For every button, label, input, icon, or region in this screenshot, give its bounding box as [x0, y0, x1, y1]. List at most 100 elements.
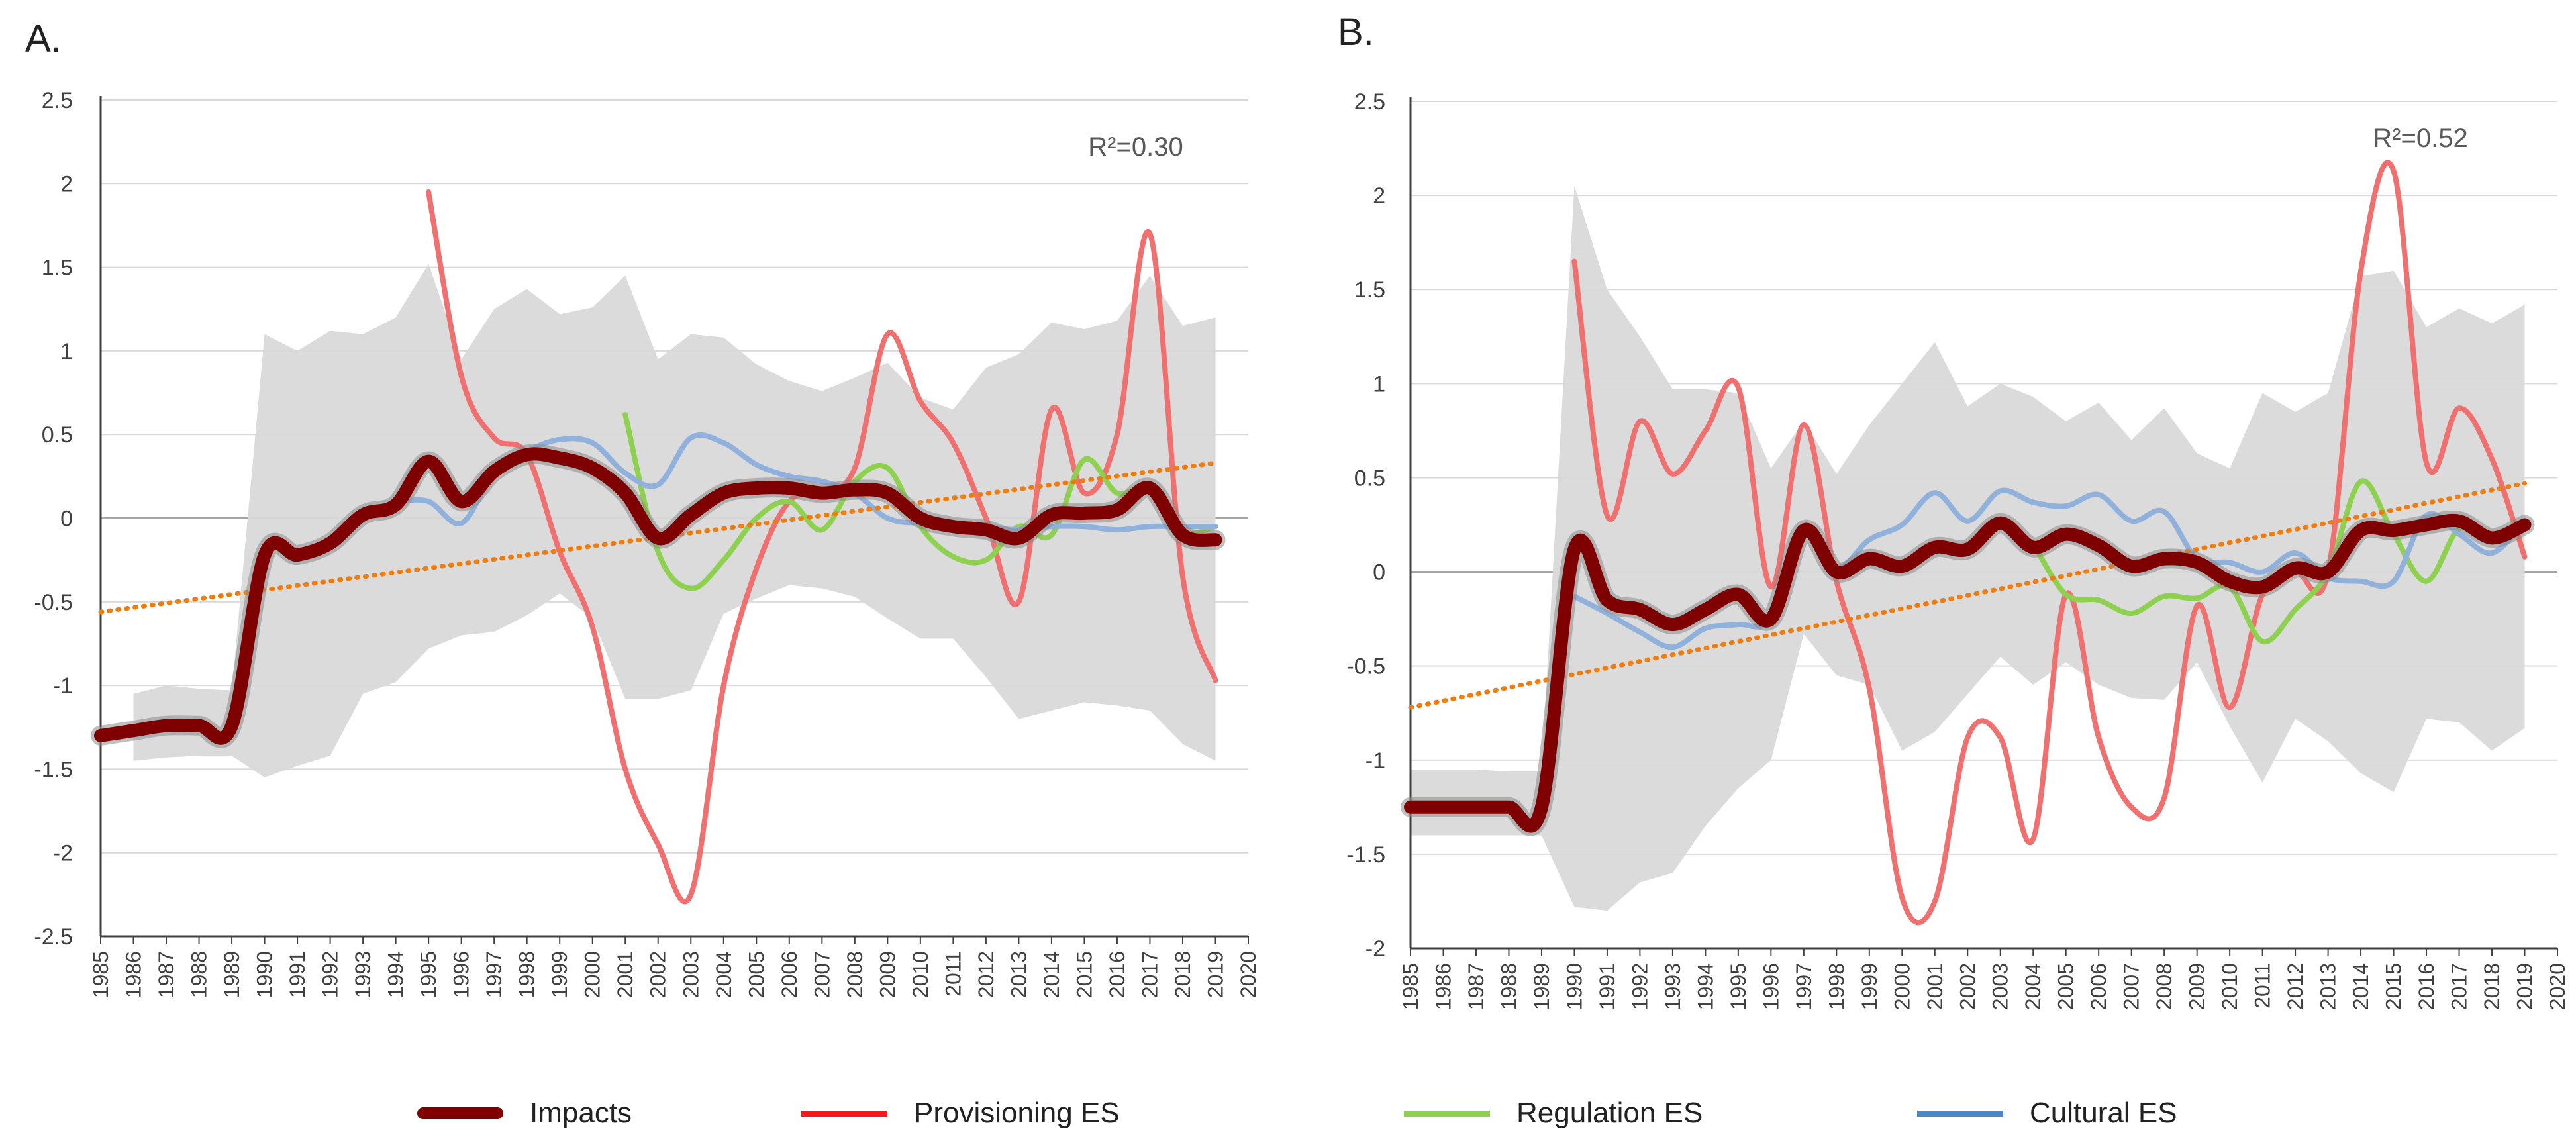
panel-b-x-tick-label: 1987 — [1464, 963, 1488, 1010]
panel-a-y-tick-label: 0.5 — [42, 422, 73, 448]
legend-label-cultural: Cultural ES — [2030, 1097, 2177, 1129]
panel-b-x-tick-label: 2009 — [2185, 963, 2209, 1010]
legend-swatch-provisioning — [801, 1110, 887, 1117]
panel-b-x-tick-label: 2002 — [1956, 963, 1979, 1010]
panel-a-x-tick-label: 1999 — [548, 951, 571, 998]
panel-b-x-tick-label: 2000 — [1890, 963, 1914, 1010]
panel-a-x-tick-label: 1996 — [450, 951, 473, 998]
legend-item-cultural: Cultural ES — [1917, 1083, 2177, 1143]
panel-a-y-tick-label: -2.5 — [34, 924, 73, 950]
legend-swatch-cultural — [1917, 1110, 2003, 1117]
panel-a-x-tick-label: 1992 — [319, 951, 342, 998]
legend-item-impacts: Impacts — [417, 1083, 632, 1143]
panel-a-series-impacts — [94, 447, 1222, 745]
legend-swatch-regulation — [1404, 1110, 1490, 1117]
panel-a-x-tick-label: 1997 — [482, 951, 506, 998]
panel-a-series-provisioning — [426, 189, 1218, 905]
panel-a-x-tick-label: 2020 — [1236, 951, 1260, 998]
panel-b-x-tick-label: 2017 — [2448, 963, 2471, 1010]
panel-a-x-tick-label: 1989 — [220, 951, 244, 998]
panel-a-x-tick-label: 2017 — [1138, 951, 1162, 998]
panel-a-x-tick-label: 1991 — [285, 951, 309, 998]
panel-a-x-tick-label: 2004 — [712, 951, 736, 998]
panel-b-y-tick-label: -0.5 — [1346, 654, 1385, 679]
legend: Impacts Provisioning ES Regulation ES Cu… — [0, 1083, 2576, 1143]
panel-a-x-tick-label: 2006 — [777, 951, 801, 998]
panel-a-x-tick-label: 1985 — [89, 951, 113, 998]
legend-item-regulation: Regulation ES — [1404, 1083, 1703, 1143]
panel-a-x-tick-label: 2015 — [1072, 951, 1096, 998]
panel-b-x-tick-label: 2005 — [2054, 963, 2078, 1010]
panel-b-series-impacts — [1404, 513, 2532, 833]
panel-a-x-tick-label: 2011 — [941, 951, 965, 997]
panel-a-x-tick-label: 2019 — [1203, 951, 1227, 998]
panel-b: 2.5 2 1.5 1 0.5 0 -0.5 -1 -1.5 -2 1985 1986 1987 1988… — [1338, 11, 2569, 1010]
panel-b-x-tick-label: 1986 — [1431, 963, 1455, 1010]
panel-b-x-tick-label: 2014 — [2349, 963, 2373, 1010]
panel-a-y-tick-label: 2.5 — [42, 88, 73, 113]
panel-b-r2-annotation: R²=0.52 — [2373, 124, 2467, 153]
panel-b-x-tick-label: 2012 — [2283, 963, 2307, 1010]
panel-a-x-tick-label: 1986 — [122, 951, 146, 998]
panel-a-x-tick-label: 2013 — [1007, 951, 1030, 998]
panel-a-label: A. — [25, 17, 62, 60]
panel-a-y-tick-label: -2 — [53, 841, 73, 866]
panel-b-x-tick-label: 1989 — [1530, 963, 1554, 1010]
panel-a-x-tick-label: 2012 — [974, 951, 998, 998]
panel-b-x-tick-label: 1998 — [1824, 963, 1848, 1010]
panel-b-y-tick-label: 2 — [1373, 183, 1385, 209]
panel-a-x-tick-label: 2009 — [875, 951, 899, 998]
panel-b-y-tick-label: 1 — [1373, 372, 1385, 397]
panel-a-y-tick-label: 2 — [60, 172, 73, 197]
panel-b-x-tick-label: 2006 — [2087, 963, 2110, 1010]
panel-a-x-tick-label: 2005 — [744, 951, 768, 998]
panel-b-x-tick-label: 1996 — [1759, 963, 1783, 1010]
panel-a-x-tick-label: 1998 — [515, 951, 539, 998]
panel-b-y-tick-label: -2 — [1365, 936, 1385, 962]
panel-b-x-tick-label: 2013 — [2316, 963, 2340, 1010]
panel-b-label: B. — [1338, 11, 1374, 54]
panel-b-x-tick-label: 1992 — [1628, 963, 1652, 1010]
panel-b-series-cultural — [1571, 487, 2528, 650]
panel-b-x-tick-label: 1991 — [1595, 963, 1619, 1010]
panel-a-y-tick-label: 1.5 — [42, 256, 73, 281]
panel-a-x-tick-label: 1995 — [417, 951, 440, 998]
panel-b-y-tick-label: 0 — [1373, 560, 1385, 585]
panel-b-x-tick-label: 2016 — [2414, 963, 2438, 1010]
panel-a-y-tick-label: -1 — [53, 673, 73, 699]
panel-b-series-provisioning — [1571, 160, 2528, 926]
panel-a-x-tick-label: 2000 — [581, 951, 605, 998]
panel-a-x-tick-label: 2002 — [646, 951, 670, 998]
panel-b-x-tick-label: 2019 — [2513, 963, 2537, 1010]
panel-b-x-tick-label: 2011 — [2251, 963, 2275, 1009]
panel-b-x-tick-label: 1985 — [1399, 963, 1422, 1010]
panel-a-x-tick-label: 1990 — [253, 951, 277, 998]
panel-a-x-tick-label: 2007 — [810, 951, 834, 998]
panel-b-x-tick-label: 2008 — [2152, 963, 2176, 1010]
panel-a-x-tick-label: 1988 — [187, 951, 211, 998]
panel-a-x-tick-label: 1993 — [351, 951, 375, 998]
panel-b-y-tick-label: 2.5 — [1354, 89, 1385, 115]
panel-a-x-tick-label: 2014 — [1040, 951, 1064, 998]
panel-a-x-tick-label: 2001 — [613, 951, 637, 998]
legend-label-impacts: Impacts — [530, 1097, 632, 1129]
panel-a-y-tick-label: 0 — [60, 507, 73, 532]
panel-b-x-tick-label: 2010 — [2218, 963, 2242, 1010]
panel-a-x-tick-label: 2010 — [909, 951, 932, 998]
panel-b-x-tick-label: 2018 — [2480, 963, 2504, 1010]
panel-a-x-tick-label: 1987 — [154, 951, 178, 998]
panel-a-x-tick-label: 2003 — [679, 951, 703, 998]
panel-b-x-tick-label: 1995 — [1726, 963, 1750, 1010]
panel-b-series-regulation — [2030, 478, 2528, 645]
panel-b-y-tick-label: -1 — [1365, 748, 1385, 773]
panel-b-x-tick-label: 1993 — [1661, 963, 1685, 1010]
panel-b-x-tick-label: 2001 — [1923, 963, 1947, 1010]
panel-a-x-tick-label: 1994 — [384, 951, 408, 998]
panel-b-x-tick-label: 2020 — [2546, 963, 2569, 1010]
legend-swatch-impacts — [417, 1107, 503, 1119]
panel-a-y-tick-label: 1 — [60, 339, 73, 364]
panel-b-x-tick-label: 1997 — [1792, 963, 1816, 1010]
panel-b-x-tick-label: 1990 — [1562, 963, 1586, 1010]
panel-b-x-tick-label: 2003 — [1989, 963, 2012, 1010]
panel-b-y-tick-label: -1.5 — [1346, 842, 1385, 868]
